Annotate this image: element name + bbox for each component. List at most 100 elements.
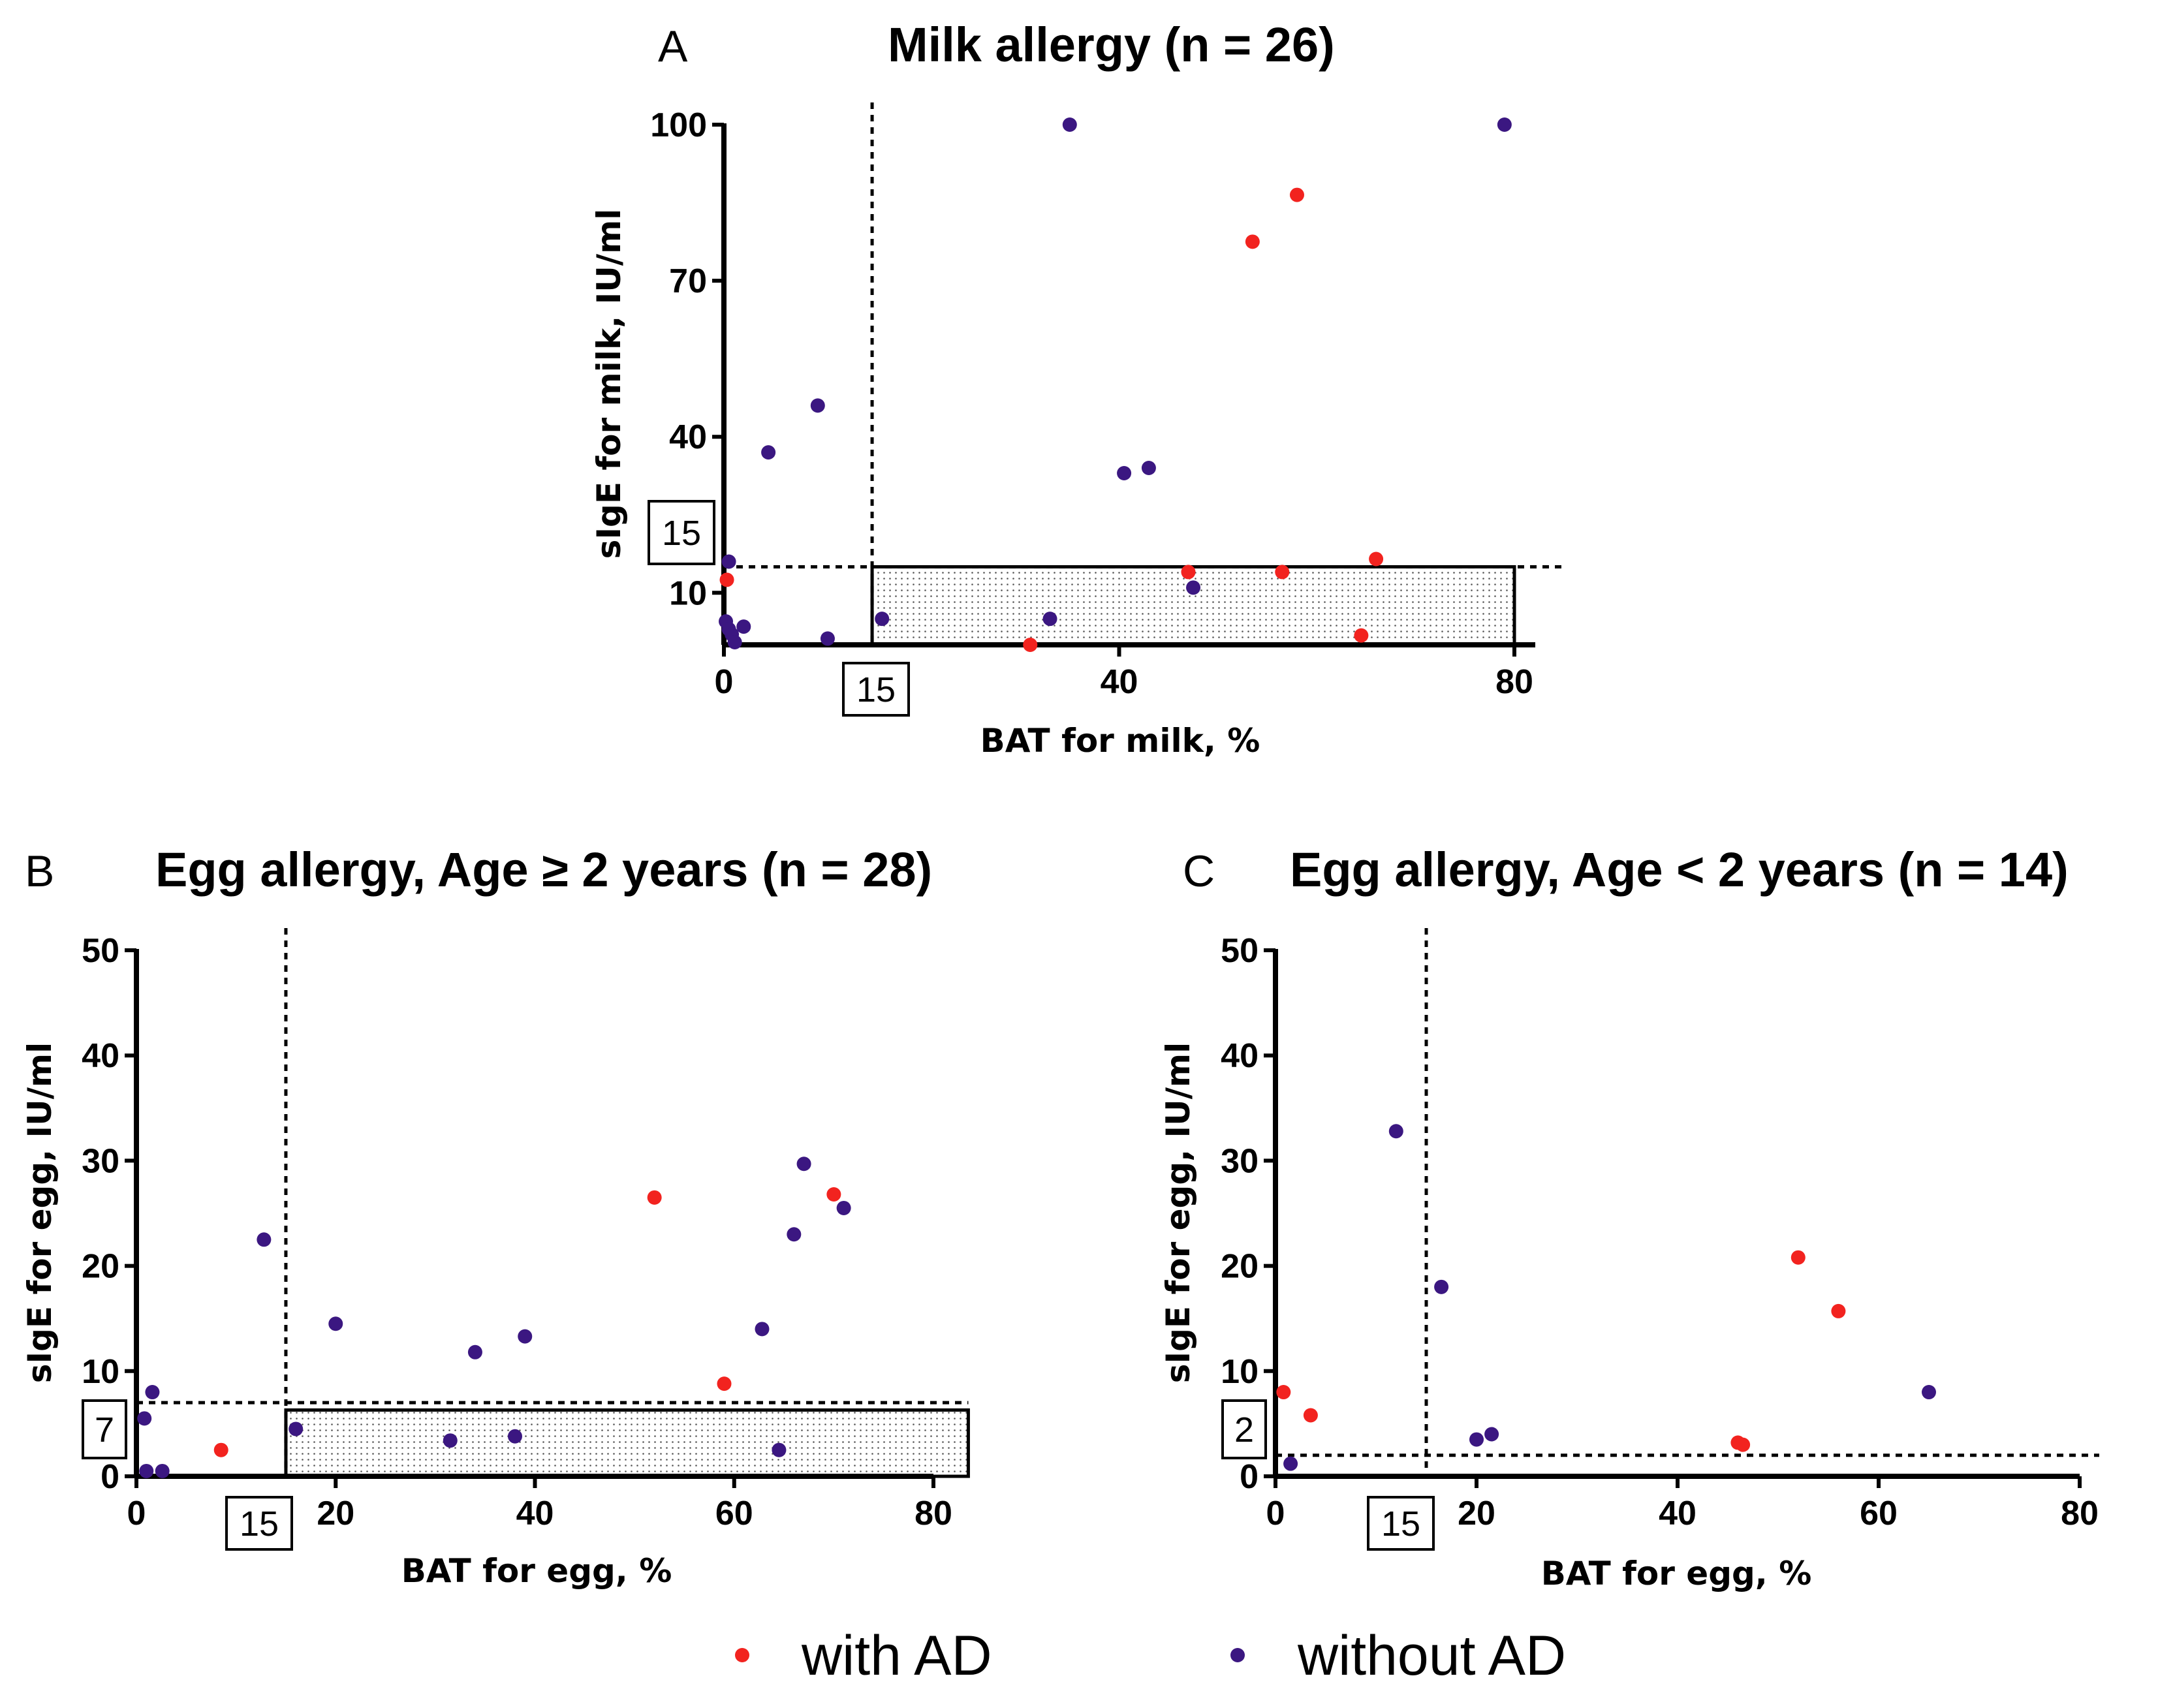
threshold-box-frame xyxy=(648,500,715,565)
x-tick-label: 80 xyxy=(2061,1495,2099,1532)
data-point xyxy=(1117,465,1132,480)
data-point xyxy=(518,1329,533,1344)
y-tick-label: 40 xyxy=(1221,1037,1259,1075)
x-tick-label: 60 xyxy=(715,1495,753,1532)
x-threshold-box: 15 xyxy=(842,662,910,717)
legend-item-without-ad: without AD xyxy=(1230,1624,1566,1687)
y-threshold-box: 15 xyxy=(648,500,715,565)
data-point xyxy=(787,1227,802,1242)
data-point xyxy=(1469,1432,1484,1447)
data-point xyxy=(727,635,742,650)
y-tick-label: 20 xyxy=(1221,1248,1259,1286)
panel-b: B Egg allergy, Age ≥ 2 years (n = 28) 0 1… xyxy=(21,843,970,1590)
plot-area: 10 40 70 100 0 40 80 15 15 xyxy=(648,102,1561,717)
data-point xyxy=(719,572,734,587)
series-without-ad xyxy=(137,1157,851,1478)
x-tick-label: 0 xyxy=(715,663,734,701)
x-tick-label: 0 xyxy=(1266,1495,1285,1532)
data-point xyxy=(137,1411,152,1426)
panel-letter: A xyxy=(658,22,688,71)
threshold-box-frame xyxy=(82,1399,127,1459)
threshold-box-frame xyxy=(842,662,910,717)
data-point xyxy=(717,1376,732,1391)
y-tick-label: 0 xyxy=(101,1458,119,1496)
data-point xyxy=(1434,1279,1449,1294)
legend-marker-without-ad xyxy=(1230,1648,1245,1662)
series-without-ad xyxy=(719,117,1512,650)
threshold-box-label: 7 xyxy=(95,1410,114,1450)
data-point xyxy=(1276,1385,1291,1400)
y-tick-label: 10 xyxy=(82,1353,119,1391)
data-point xyxy=(1283,1456,1298,1471)
x-axis-label: BAT for milk, % xyxy=(980,722,1260,760)
y-tick-label: 10 xyxy=(669,574,707,612)
data-point xyxy=(836,1200,851,1215)
threshold-box-label: 15 xyxy=(240,1504,279,1544)
threshold-box-frame xyxy=(1367,1496,1435,1551)
x-tick-label: 0 xyxy=(127,1495,146,1532)
data-point xyxy=(761,445,776,460)
y-axis-label: sIgE for milk, IU/ml xyxy=(590,209,628,559)
series-with-ad xyxy=(213,1187,841,1457)
x-threshold-box: 15 xyxy=(225,1496,293,1551)
data-point xyxy=(820,631,835,646)
data-point xyxy=(1062,117,1077,132)
y-tick-label: 30 xyxy=(82,1142,119,1180)
threshold-box-frame xyxy=(1221,1399,1267,1459)
shaded-region xyxy=(870,565,1516,647)
data-point xyxy=(755,1322,770,1337)
y-tick-label: 10 xyxy=(1221,1353,1259,1391)
data-point xyxy=(1141,461,1156,476)
x-tick-label: 80 xyxy=(1495,663,1533,701)
y-tick-label: 40 xyxy=(82,1037,119,1075)
series-without-ad xyxy=(1283,1124,1936,1471)
data-point xyxy=(1736,1437,1751,1452)
x-tick-label: 40 xyxy=(1101,663,1138,701)
threshold-box-frame xyxy=(225,1496,293,1551)
plot-area: 0 10 20 30 40 50 0 20 40 60 80 15 2 xyxy=(1221,928,2099,1551)
y-tick-label: 100 xyxy=(650,106,707,144)
panel-title: Milk allergy (n = 26) xyxy=(888,18,1335,72)
data-point xyxy=(1023,638,1038,652)
data-point xyxy=(1289,187,1304,202)
data-point xyxy=(1354,628,1369,643)
data-point xyxy=(1791,1250,1806,1265)
data-point xyxy=(289,1421,304,1436)
data-point xyxy=(507,1429,522,1444)
legend-marker-with-ad xyxy=(735,1648,749,1662)
data-point xyxy=(736,619,751,634)
panel-a: A Milk allergy (n = 26) 10 40 70 100 0 40 80 15… xyxy=(590,18,1561,760)
y-tick-label: 30 xyxy=(1221,1142,1259,1180)
x-axis-label: BAT for egg, % xyxy=(401,1552,672,1590)
data-point xyxy=(772,1442,787,1457)
legend-label: with AD xyxy=(801,1624,992,1687)
x-axis-label: BAT for egg, % xyxy=(1541,1555,1812,1592)
y-tick-label: 50 xyxy=(1221,932,1259,970)
y-axis-label: sIgE for egg, IU/ml xyxy=(1159,1042,1197,1384)
x-threshold-box: 15 xyxy=(1367,1496,1435,1551)
data-point xyxy=(1181,565,1196,580)
x-tick-label: 80 xyxy=(915,1495,952,1532)
data-point xyxy=(647,1190,662,1205)
data-point xyxy=(875,612,890,627)
data-point xyxy=(1388,1124,1403,1139)
panel-letter: C xyxy=(1183,846,1215,896)
data-point xyxy=(796,1157,811,1172)
data-point xyxy=(1186,580,1201,595)
data-point xyxy=(1484,1427,1499,1442)
y-tick-label: 50 xyxy=(82,932,119,970)
series-with-ad xyxy=(1276,1250,1846,1452)
data-point xyxy=(1369,551,1384,567)
x-tick-label: 40 xyxy=(516,1495,554,1532)
data-point xyxy=(145,1385,160,1400)
x-tick-label: 60 xyxy=(1860,1495,1898,1532)
data-point xyxy=(257,1232,272,1247)
shaded-region xyxy=(284,1408,970,1478)
data-point xyxy=(139,1463,154,1478)
threshold-box-label: 15 xyxy=(856,670,896,709)
data-point xyxy=(328,1316,343,1331)
data-point xyxy=(1303,1408,1318,1423)
threshold-box-label: 15 xyxy=(1381,1504,1420,1544)
panel-title: Egg allergy, Age < 2 years (n = 14) xyxy=(1290,843,2069,897)
